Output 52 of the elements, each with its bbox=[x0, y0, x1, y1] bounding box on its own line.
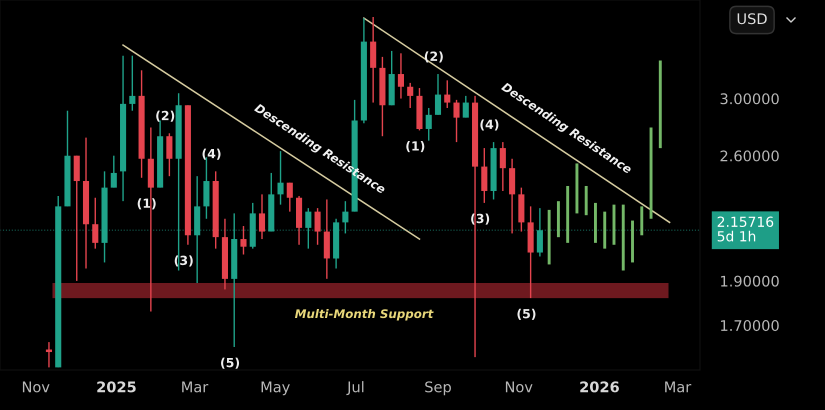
y-tick-label: 3.00000 bbox=[720, 93, 779, 104]
x-tick-label: Jul bbox=[346, 381, 364, 396]
x-tick-label: Nov bbox=[506, 382, 533, 392]
bar bbox=[631, 220, 634, 262]
bar bbox=[548, 210, 551, 264]
annotation: (1) bbox=[406, 141, 424, 152]
annotation: (5) bbox=[221, 358, 240, 369]
candlestick bbox=[240, 225, 247, 256]
candlestick bbox=[462, 95, 469, 118]
x-tick-label: May bbox=[262, 382, 290, 396]
bar bbox=[612, 204, 616, 245]
candlestick bbox=[305, 207, 312, 250]
x-tick-label: Sep bbox=[425, 381, 451, 396]
candlestick bbox=[166, 132, 172, 177]
text: USD bbox=[738, 13, 767, 24]
candlestick bbox=[46, 341, 52, 368]
candlestick bbox=[342, 200, 348, 234]
candlestick bbox=[314, 207, 321, 246]
annotation: (5) bbox=[517, 308, 536, 320]
bar bbox=[650, 128, 652, 219]
y-tick-label: 1.90000 bbox=[721, 276, 779, 287]
bar bbox=[584, 186, 588, 216]
candlestick bbox=[286, 182, 293, 212]
candlestick bbox=[500, 141, 506, 192]
candlestick bbox=[92, 197, 98, 250]
annotation: (4) bbox=[480, 119, 498, 131]
candlestick bbox=[434, 73, 442, 116]
y-tick-label: 2.60000 bbox=[720, 150, 779, 162]
candlestick bbox=[110, 154, 117, 188]
candlestick bbox=[453, 99, 460, 143]
annotation: (2) bbox=[156, 110, 174, 122]
x-tick-label: Mar bbox=[182, 382, 208, 392]
x-tick-label: Mar bbox=[665, 382, 692, 392]
candlestick bbox=[258, 194, 266, 240]
bar bbox=[594, 202, 597, 243]
annotation: (4) bbox=[202, 148, 221, 160]
candlestick bbox=[426, 107, 432, 142]
bar bbox=[658, 60, 662, 148]
band-label: Multi-Month Support bbox=[294, 309, 434, 320]
bar bbox=[556, 201, 560, 238]
y-tick-label: 1.70000 bbox=[721, 320, 779, 332]
bar bbox=[566, 186, 570, 243]
x-tick-label: Nov bbox=[22, 382, 50, 392]
x-tick-label: 2025 bbox=[97, 381, 136, 392]
candlestick bbox=[444, 80, 450, 109]
candlestick bbox=[407, 82, 414, 109]
candlestick bbox=[398, 52, 404, 100]
candlestick bbox=[536, 207, 543, 258]
annotation: (2) bbox=[424, 51, 443, 62]
x-tick-label: 2026 bbox=[580, 381, 619, 392]
candlestick bbox=[129, 55, 136, 112]
ref-line-label: 2.15716 5d 1h bbox=[718, 216, 774, 242]
